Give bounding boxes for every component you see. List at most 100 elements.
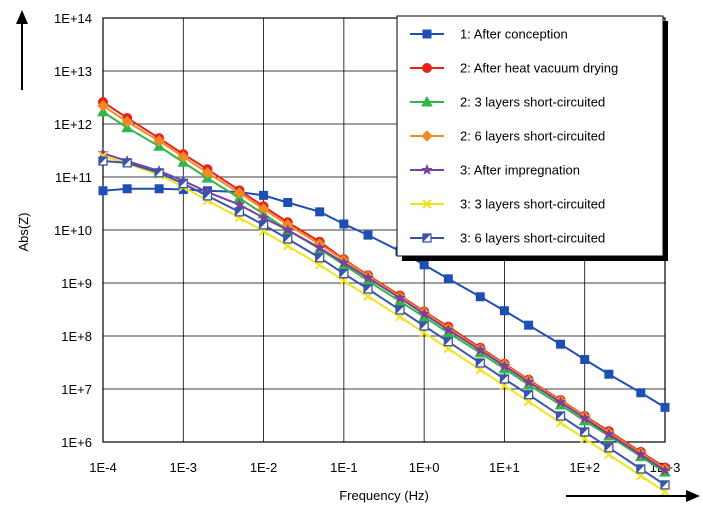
- data-point-fill: [339, 269, 348, 278]
- y-tick-label: 1E+9: [61, 276, 92, 291]
- y-tick-label: 1E+10: [54, 223, 92, 238]
- data-point: [443, 274, 453, 284]
- data-point-fill: [99, 157, 107, 166]
- data-point: [177, 151, 189, 163]
- data-point: [315, 207, 325, 217]
- data-point: [98, 186, 108, 196]
- legend-label: 2: 6 layers short-circuited: [460, 129, 605, 144]
- data-point: [474, 343, 487, 356]
- data-point: [578, 412, 591, 424]
- y-tick-label: 1E+7: [61, 382, 92, 397]
- data-point: [556, 339, 566, 349]
- x-tick-label: 1E-3: [170, 460, 197, 475]
- data-point: [233, 187, 246, 199]
- data-point: [233, 198, 246, 210]
- legend-label: 3: After impregnation: [460, 163, 580, 178]
- x-tick-label: 1E+0: [409, 460, 440, 475]
- data-point: [281, 223, 294, 235]
- data-point: [580, 355, 590, 365]
- data-point-fill: [203, 191, 212, 200]
- data-point: [603, 428, 615, 440]
- data-point-fill: [364, 285, 373, 294]
- x-tick-label: 1E-2: [250, 460, 277, 475]
- series-line: [102, 154, 666, 493]
- data-point: [419, 260, 429, 270]
- series-line: [102, 160, 666, 486]
- series-7: [98, 156, 670, 490]
- y-tick-label: 1E+6: [61, 435, 92, 450]
- data-point-fill: [500, 374, 509, 383]
- legend-marker: [421, 95, 433, 107]
- data-point: [257, 211, 270, 223]
- legend-item: 3: 6 layers short-circuited: [410, 231, 605, 246]
- data-point: [283, 198, 293, 208]
- data-point: [363, 291, 373, 302]
- legend-marker: [421, 130, 433, 142]
- data-point: [97, 100, 109, 112]
- data-point: [499, 306, 509, 316]
- legend-label: 2: 3 layers short-circuited: [460, 95, 605, 110]
- y-axis-label: Abs(Z): [16, 213, 31, 252]
- data-point-fill: [395, 305, 404, 314]
- x-axis-label: Frequency (Hz): [339, 488, 429, 503]
- legend-label: 1: After conception: [460, 27, 568, 42]
- y-axis-arrow-head: [16, 10, 28, 24]
- legend-label: 2: After heat vacuum drying: [460, 61, 618, 76]
- data-point-fill: [123, 158, 132, 167]
- data-point: [362, 271, 374, 283]
- data-point-fill: [556, 411, 565, 420]
- y-tick-label: 1E+8: [61, 329, 92, 344]
- legend-marker: [421, 163, 433, 175]
- data-point: [636, 388, 646, 398]
- data-point: [524, 320, 534, 330]
- x-tick-label: 1E-4: [89, 460, 116, 475]
- data-point: [363, 230, 373, 240]
- data-point-fill: [259, 220, 268, 229]
- x-tick-label: 1E+2: [569, 460, 600, 475]
- y-tick-label: 1E+12: [54, 117, 92, 132]
- data-point-fill: [476, 358, 485, 367]
- data-point: [122, 184, 132, 194]
- data-point-fill: [604, 443, 613, 452]
- series-6: [98, 151, 670, 497]
- legend-item: 3: After impregnation: [410, 163, 580, 178]
- series-line: [102, 105, 666, 470]
- legend-item: 2: 6 layers short-circuited: [410, 129, 605, 144]
- data-point: [659, 464, 671, 476]
- data-point-fill: [315, 253, 324, 262]
- x-tick-label: 1E-1: [330, 460, 357, 475]
- data-point: [121, 116, 133, 128]
- data-point: [604, 369, 614, 379]
- data-point: [418, 307, 431, 320]
- data-point-fill: [524, 390, 533, 399]
- series-line: [102, 152, 666, 472]
- series-line: [102, 110, 666, 473]
- data-point-fill: [444, 337, 453, 346]
- data-point: [498, 359, 511, 372]
- legend-marker: [422, 29, 432, 39]
- legend: 1: After conception 2: After heat vacuum …: [396, 15, 668, 261]
- data-point: [313, 241, 326, 253]
- legend-marker: [422, 63, 432, 73]
- data-point: [660, 402, 670, 412]
- legend-marker: [422, 199, 432, 209]
- legend-marker-fill: [423, 234, 431, 242]
- data-point: [153, 135, 165, 147]
- y-tick-label: 1E+11: [55, 170, 92, 185]
- axis-arrows: [16, 10, 700, 502]
- data-point: [522, 375, 535, 388]
- legend-label: 3: 6 layers short-circuited: [460, 231, 605, 246]
- data-point-fill: [235, 207, 244, 216]
- data-point-fill: [420, 321, 429, 330]
- data-point: [634, 448, 647, 460]
- data-point-fill: [179, 179, 188, 188]
- x-tick-label: 1E+1: [489, 460, 520, 475]
- data-point: [259, 190, 269, 200]
- data-point-fill: [283, 234, 292, 243]
- legend-item: 1: After conception: [410, 27, 568, 42]
- legend-item: 2: 3 layers short-circuited: [410, 95, 605, 110]
- data-point: [475, 292, 485, 302]
- data-point: [337, 256, 350, 268]
